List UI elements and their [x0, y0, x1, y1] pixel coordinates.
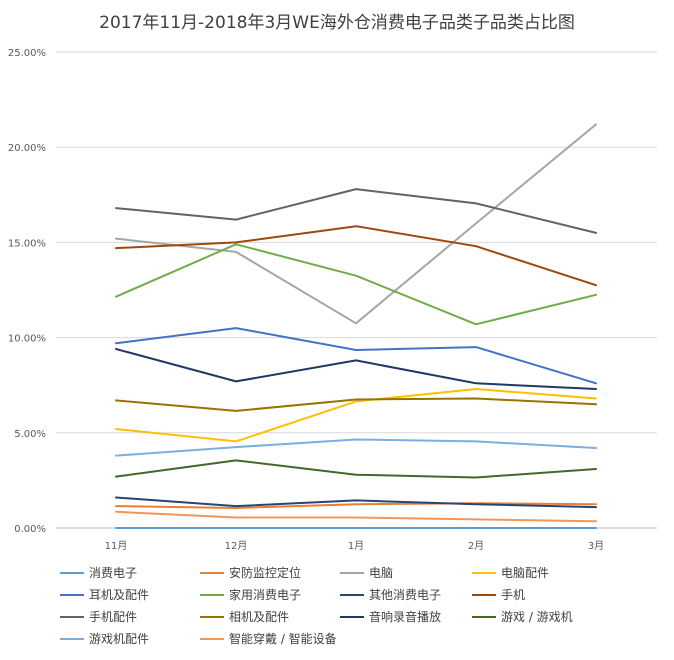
- legend-label: 智能穿戴 / 智能设备: [229, 631, 337, 646]
- legend-label: 家用消费电子: [229, 587, 301, 602]
- legend-label: 手机: [501, 588, 525, 602]
- y-axis: 0.00% 5.00% 10.00% 15.00% 20.00% 25.00%: [8, 48, 46, 535]
- legend-label: 手机配件: [89, 610, 137, 624]
- x-tick-label: 2月: [468, 540, 484, 552]
- series-line: [115, 123, 597, 325]
- legend-label: 消费电子: [89, 566, 137, 580]
- legend-label: 安防监控定位: [229, 565, 301, 580]
- series-line: [115, 510, 597, 523]
- series-line: [115, 225, 597, 287]
- series-line: [115, 502, 597, 509]
- x-tick-label: 1月: [348, 540, 364, 552]
- y-tick-label: 25.00%: [8, 48, 46, 59]
- y-tick-label: 20.00%: [8, 143, 46, 154]
- series-line: [115, 388, 597, 443]
- legend-label: 相机及配件: [229, 610, 289, 624]
- series-line: [115, 348, 597, 390]
- x-tick-label: 12月: [225, 540, 248, 552]
- x-tick-label: 11月: [105, 540, 128, 552]
- series-line: [115, 438, 597, 457]
- series-line: [115, 188, 597, 234]
- legend-label: 电脑配件: [501, 566, 549, 580]
- series-line: [115, 397, 597, 412]
- legend-label: 游戏 / 游戏机: [501, 610, 573, 624]
- legend-label: 游戏机配件: [89, 632, 149, 646]
- y-tick-label: 5.00%: [14, 429, 46, 440]
- series-line: [115, 459, 597, 479]
- series-line: [115, 243, 597, 326]
- y-tick-label: 0.00%: [14, 524, 46, 535]
- series-line: [115, 496, 597, 509]
- chart-title: 2017年11月-2018年3月WE海外仓消费电子品类子品类占比图: [99, 13, 575, 33]
- gridlines: [56, 51, 657, 529]
- legend-label: 音响录音播放: [369, 609, 441, 624]
- legend-label: 其他消费电子: [369, 588, 441, 602]
- x-axis: 11月 12月 1月 2月 3月: [105, 540, 605, 552]
- legend-label: 电脑: [369, 566, 393, 580]
- series-lines: [115, 123, 597, 529]
- series-line: [115, 327, 597, 385]
- legend-label: 耳机及配件: [89, 588, 149, 602]
- y-tick-label: 10.00%: [8, 334, 46, 345]
- y-tick-label: 15.00%: [8, 238, 46, 249]
- x-tick-label: 3月: [588, 540, 604, 552]
